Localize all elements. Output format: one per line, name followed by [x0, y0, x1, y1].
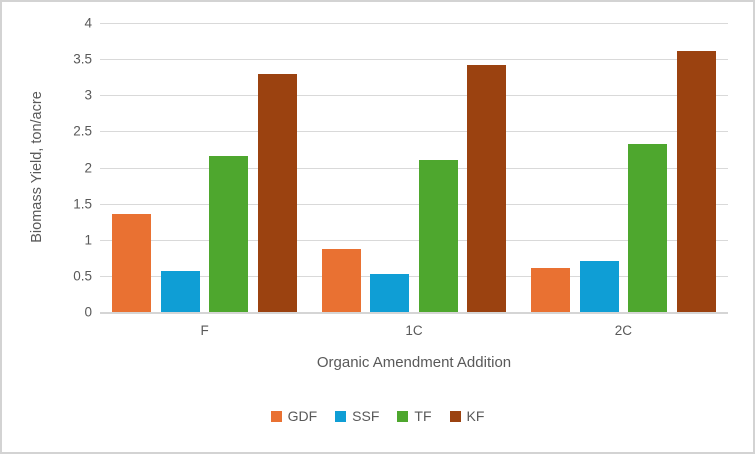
y-tick-label: 3.5	[73, 51, 92, 67]
y-tick-label: 1.5	[73, 196, 92, 212]
gridline	[100, 131, 728, 133]
legend-label: TF	[414, 408, 432, 424]
legend-item-gdf: GDF	[270, 408, 318, 424]
y-tick-label: 2.5	[73, 123, 92, 139]
legend-marker-icon	[270, 410, 282, 422]
legend-label: SSF	[352, 408, 380, 424]
gridline	[100, 239, 728, 241]
legend-marker-icon	[449, 410, 461, 422]
bar-ssf-2c	[579, 261, 619, 312]
bar-kf-2c	[676, 51, 716, 312]
bar-kf-f	[257, 73, 297, 312]
gridline	[100, 59, 728, 61]
legend-item-tf: TF	[397, 408, 432, 424]
legend-item-kf: KF	[449, 408, 485, 424]
x-tick-label-1c: 1C	[405, 323, 423, 338]
bar-ssf-f	[160, 270, 200, 312]
x-axis-title: Organic Amendment Addition	[316, 354, 512, 371]
legend-marker-icon	[335, 410, 347, 422]
bar-ssf-1c	[370, 274, 410, 312]
bar-tf-f	[209, 155, 249, 312]
y-tick-label: 0.5	[73, 268, 92, 284]
x-axis-line	[100, 312, 728, 314]
gridline	[100, 95, 728, 97]
gridline	[100, 203, 728, 205]
y-tick-label: 2	[84, 160, 92, 175]
bar-gdf-2c	[531, 267, 571, 312]
chart-legend: GDF SSF TF KF	[0, 408, 755, 424]
bar-gdf-1c	[321, 249, 361, 312]
legend-label: GDF	[287, 408, 318, 424]
legend-marker-icon	[397, 410, 409, 422]
y-tick-label: 4	[84, 15, 92, 31]
legend-label: KF	[466, 408, 485, 424]
y-tick-label: 1	[84, 232, 92, 248]
bar-kf-1c	[467, 64, 507, 312]
y-tick-label: 3	[84, 87, 92, 103]
bar-tf-1c	[418, 160, 458, 312]
bar-gdf-f	[112, 213, 152, 312]
gridline	[100, 275, 728, 277]
x-tick-label-f: F	[200, 323, 209, 338]
bar-tf-2c	[628, 143, 668, 312]
y-axis-title: Biomass Yield, ton/acre	[29, 91, 45, 243]
y-tick-label: 0	[84, 304, 92, 320]
x-tick-label-2c: 2C	[614, 323, 632, 338]
gridline	[100, 167, 728, 169]
gridline	[100, 23, 728, 24]
legend-item-ssf: SSF	[335, 408, 379, 424]
